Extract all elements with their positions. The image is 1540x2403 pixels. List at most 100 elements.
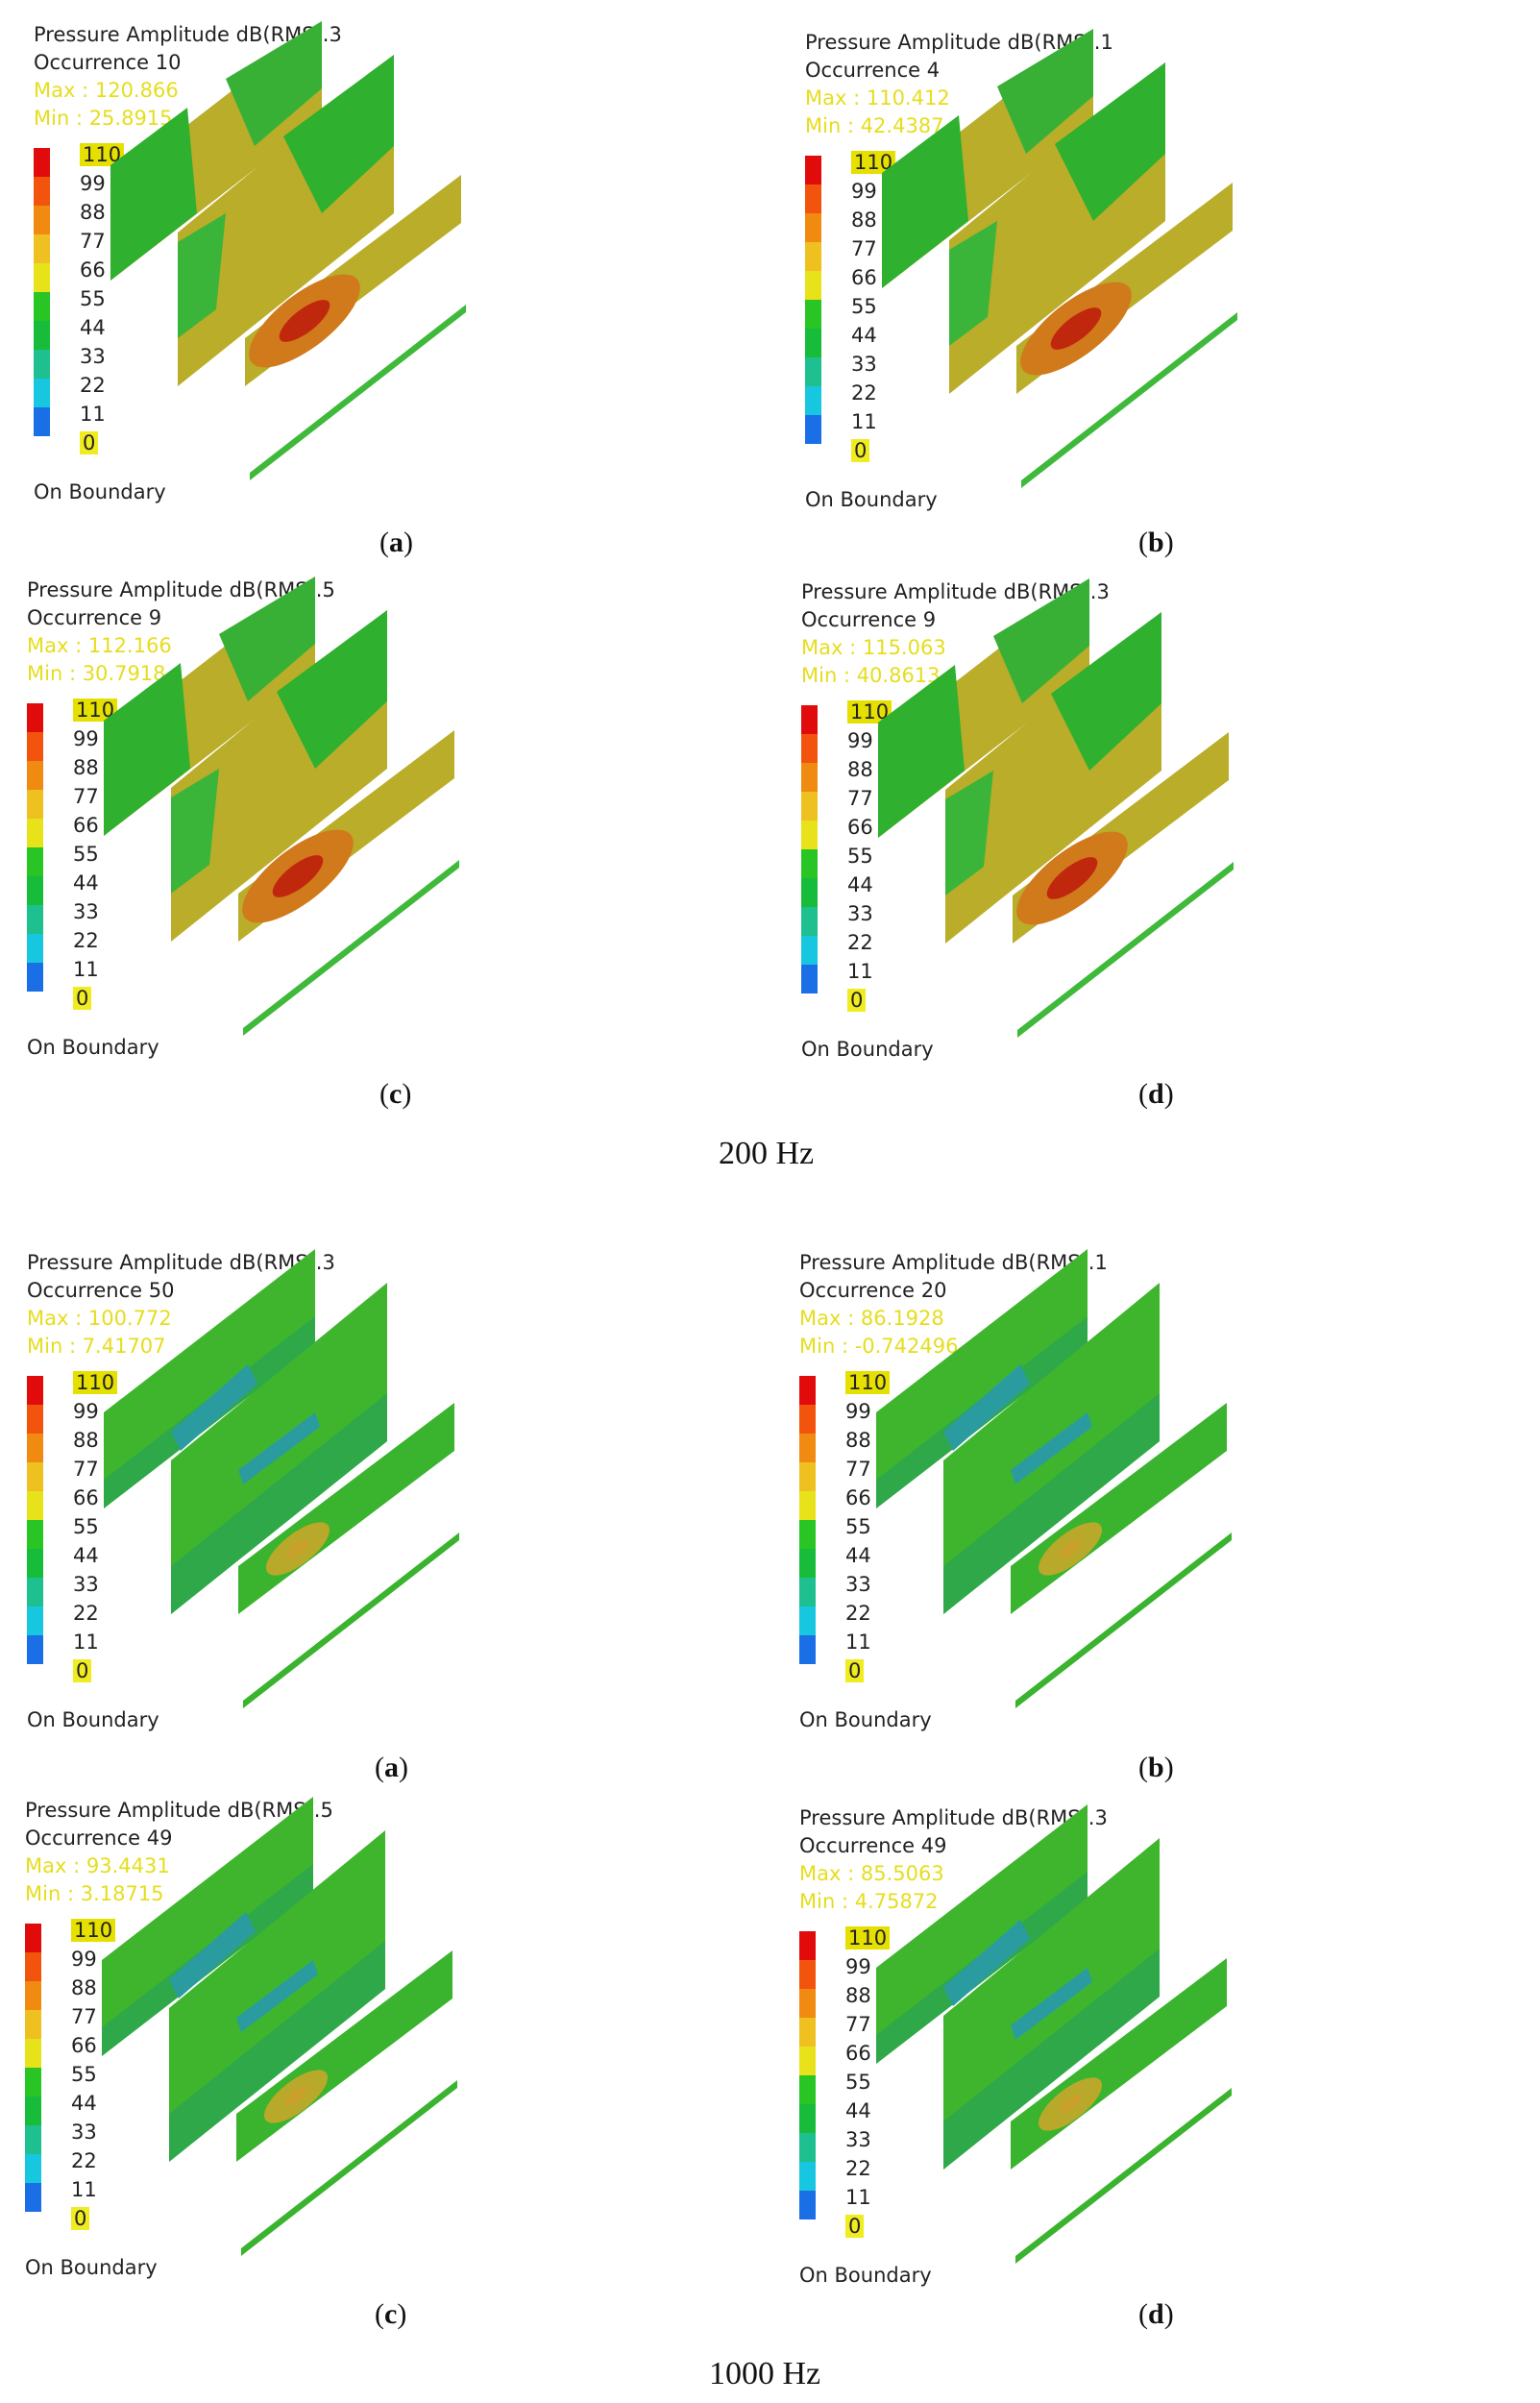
color-scale-segment <box>34 263 50 292</box>
scale-tick-label: 55 <box>80 287 106 310</box>
scale-tick-label: 77 <box>73 785 99 808</box>
scale-tick-label: 22 <box>845 2157 871 2180</box>
color-scale-segment <box>799 1376 816 1405</box>
scale-tick-label: 0 <box>845 2215 865 2238</box>
scale-tick-label: 77 <box>845 2013 871 2036</box>
source-hotspot-core <box>1050 307 1102 350</box>
scale-tick-label: 0 <box>845 1659 865 1682</box>
color-scale-segment <box>799 2133 816 2162</box>
color-scale-segment <box>27 703 43 732</box>
color-scale-segment <box>801 849 818 878</box>
field-region <box>993 578 1089 703</box>
color-scale-segment <box>25 2039 41 2068</box>
scale-tick-label: 99 <box>71 1948 97 1971</box>
scale-tick-label: 44 <box>73 871 99 895</box>
panel-1000hz-d: Pressure Amplitude dB(RMS).3 Occurrence 4… <box>799 1804 1540 2381</box>
scale-tick-label: 22 <box>71 2149 97 2172</box>
scale-tick-label: 66 <box>847 816 873 839</box>
scale-tick-label: 99 <box>80 172 106 195</box>
color-scale-segment <box>801 821 818 849</box>
source-hotspot-core <box>272 855 324 897</box>
scale-tick-label: 33 <box>80 345 106 368</box>
color-scale-segment <box>805 213 821 242</box>
scale-tick-label: 66 <box>845 2042 871 2065</box>
color-legend: 110 99 88 77 66 55 44 33 22 11 0 <box>34 143 168 454</box>
scale-ticks: 110 99 88 77 66 55 44 33 22 11 0 <box>845 1924 891 2241</box>
result-title: Pressure Amplitude dB(RMS).3 <box>799 1806 1108 1829</box>
boundary-strip <box>241 2080 457 2256</box>
result-header: Pressure Amplitude dB(RMS).3 Occurrence 9… <box>801 578 1110 690</box>
result-title: Pressure Amplitude dB(RMS).1 <box>799 1251 1108 1274</box>
on-boundary-label: On Boundary <box>799 1708 932 1731</box>
field-region <box>997 29 1093 154</box>
boundary-strip <box>1015 2088 1232 2264</box>
color-scale-segment <box>799 2047 816 2075</box>
scale-tick-label: 99 <box>845 1400 871 1423</box>
color-scale-segment <box>801 936 818 965</box>
color-scale-segment <box>799 1434 816 1462</box>
color-scale-segment <box>27 1606 43 1635</box>
pressure-contour-plot <box>102 1797 457 2256</box>
color-scale-segment <box>27 1405 43 1434</box>
scale-tick-label: 77 <box>847 787 873 810</box>
panel-1000hz-c: Pressure Amplitude dB(RMS).5 Occurrence 4… <box>25 1797 794 2373</box>
color-scale-segment <box>799 1635 816 1664</box>
source-hotspot-core <box>284 2087 307 2106</box>
color-scale-segment <box>799 2191 816 2219</box>
field-region <box>1051 612 1161 771</box>
scale-tick-label: 55 <box>851 295 877 318</box>
scale-tick-label: 44 <box>847 873 873 896</box>
color-scale-bar <box>801 705 818 993</box>
caption-1000hz-b: (b) <box>1138 1752 1174 1783</box>
field-region <box>1011 1412 1092 1484</box>
color-scale-bar <box>805 156 821 444</box>
scale-tick-label: 44 <box>851 324 877 347</box>
color-scale-segment <box>799 1931 816 1960</box>
scale-tick-label: 77 <box>845 1458 871 1481</box>
color-scale-segment <box>27 1520 43 1549</box>
color-scale-segment <box>25 1952 41 1981</box>
on-boundary-label: On Boundary <box>27 1036 159 1059</box>
color-scale-segment <box>34 379 50 407</box>
scale-tick-label: 55 <box>845 1515 871 1538</box>
field-region <box>236 1960 318 2032</box>
color-scale-segment <box>25 1924 41 1952</box>
scale-tick-label: 88 <box>73 756 99 779</box>
color-scale-segment <box>27 790 43 819</box>
scale-tick-label: 44 <box>845 1544 871 1567</box>
source-hotspot-core <box>1059 1539 1082 1558</box>
scale-tick-label: 66 <box>73 1486 99 1509</box>
color-scale-segment <box>805 156 821 184</box>
color-scale-segment <box>25 2096 41 2125</box>
scale-tick-label: 88 <box>845 1429 871 1452</box>
on-boundary-label: On Boundary <box>805 488 938 511</box>
color-scale-segment <box>27 1549 43 1578</box>
scale-ticks: 110 99 88 77 66 55 44 33 22 11 0 <box>73 696 118 1013</box>
color-scale-segment <box>799 1549 816 1578</box>
on-boundary-label: On Boundary <box>25 2256 158 2279</box>
max-value: Max : 115.063 <box>801 636 946 659</box>
color-scale-segment <box>805 242 821 271</box>
color-scale-segment <box>799 2018 816 2047</box>
color-scale-segment <box>34 350 50 379</box>
field-region <box>878 665 965 838</box>
color-legend: 110 99 88 77 66 55 44 33 22 11 0 <box>805 151 940 462</box>
pressure-contour-plot <box>878 578 1234 1038</box>
panel-200hz-a: Pressure Amplitude dB(RMS).3 Occurrence 1… <box>34 21 802 598</box>
scale-tick-label: 22 <box>80 374 106 397</box>
scale-tick-label: 11 <box>71 2178 97 2201</box>
scale-tick-label: 66 <box>80 258 106 282</box>
color-scale-segment <box>34 292 50 321</box>
color-legend: 110 99 88 77 66 55 44 33 22 11 0 <box>27 1371 161 1682</box>
caption-1000hz-d: (d) <box>1138 2298 1174 2330</box>
scale-tick-label: 55 <box>847 845 873 868</box>
scale-tick-label: 77 <box>80 230 106 253</box>
color-scale-segment <box>799 2162 816 2191</box>
color-scale-segment <box>34 148 50 177</box>
color-legend: 110 99 88 77 66 55 44 33 22 11 0 <box>801 700 936 1012</box>
scale-tick-label: 0 <box>847 989 867 1012</box>
pressure-contour-plot <box>104 1249 459 1708</box>
scale-tick-label: 88 <box>847 758 873 781</box>
scale-tick-label: 110 <box>73 1371 118 1394</box>
field-region <box>178 213 226 338</box>
